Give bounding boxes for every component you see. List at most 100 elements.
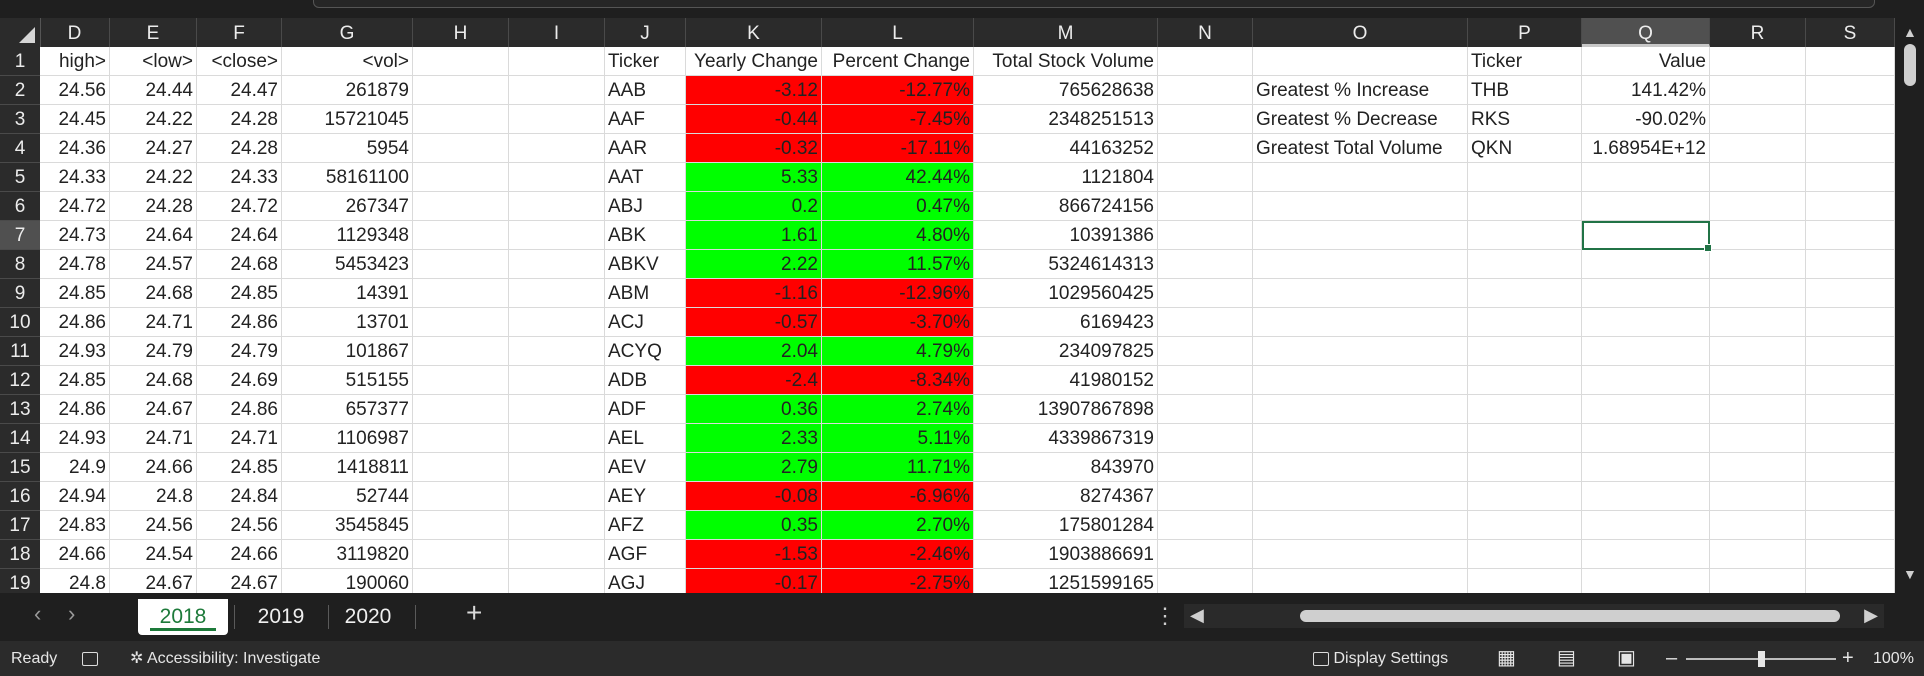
cell-g4[interactable]: 5954	[282, 134, 413, 163]
cell-p9[interactable]	[1468, 279, 1582, 308]
cell-s4[interactable]	[1806, 134, 1895, 163]
cell-i13[interactable]	[509, 395, 605, 424]
column-header-o[interactable]: O	[1253, 18, 1468, 47]
cell-l9[interactable]: -12.96%	[822, 279, 974, 308]
cell-h11[interactable]	[413, 337, 509, 366]
cell-m19[interactable]: 1251599165	[974, 569, 1158, 593]
header-cell-j[interactable]: Ticker	[605, 47, 686, 76]
cell-o10[interactable]	[1253, 308, 1468, 337]
cell-i19[interactable]	[509, 569, 605, 593]
cell-r13[interactable]	[1710, 395, 1806, 424]
cell-k18[interactable]: -1.53	[686, 540, 822, 569]
cell-s18[interactable]	[1806, 540, 1895, 569]
cell-p18[interactable]	[1468, 540, 1582, 569]
zoom-slider-thumb[interactable]	[1758, 651, 1765, 667]
summary-ticker[interactable]: QKN	[1468, 134, 1582, 163]
cell-e2[interactable]: 24.44	[110, 76, 197, 105]
cell-f11[interactable]: 24.79	[197, 337, 282, 366]
cell-m18[interactable]: 1903886691	[974, 540, 1158, 569]
cell-n9[interactable]	[1158, 279, 1253, 308]
cell-l10[interactable]: -3.70%	[822, 308, 974, 337]
horizontal-scroll-thumb[interactable]	[1300, 610, 1840, 622]
cell-e9[interactable]: 24.68	[110, 279, 197, 308]
summary-value[interactable]: -90.02%	[1582, 105, 1710, 134]
cell-n6[interactable]	[1158, 192, 1253, 221]
column-header-r[interactable]: R	[1710, 18, 1806, 47]
scroll-left-arrow-icon[interactable]: ◀	[1190, 605, 1204, 625]
cell-k4[interactable]: -0.32	[686, 134, 822, 163]
cell-f12[interactable]: 24.69	[197, 366, 282, 395]
cell-n13[interactable]	[1158, 395, 1253, 424]
header-cell-e[interactable]: <low>	[110, 47, 197, 76]
cell-r12[interactable]	[1710, 366, 1806, 395]
cell-n14[interactable]	[1158, 424, 1253, 453]
cell-n18[interactable]	[1158, 540, 1253, 569]
cell-n12[interactable]	[1158, 366, 1253, 395]
row-header-16[interactable]: 16	[0, 482, 40, 511]
cell-p5[interactable]	[1468, 163, 1582, 192]
row-header-1[interactable]: 1	[0, 47, 40, 76]
cell-o16[interactable]	[1253, 482, 1468, 511]
cell-r11[interactable]	[1710, 337, 1806, 366]
cell-j6[interactable]: ABJ	[605, 192, 686, 221]
cell-j16[interactable]: AEY	[605, 482, 686, 511]
cell-l15[interactable]: 11.71%	[822, 453, 974, 482]
cell-s1[interactable]	[1806, 47, 1895, 76]
cell-i5[interactable]	[509, 163, 605, 192]
header-cell-q[interactable]: Value	[1582, 47, 1710, 76]
cell-i1[interactable]	[509, 47, 605, 76]
cell-r7[interactable]	[1710, 221, 1806, 250]
cell-g11[interactable]: 101867	[282, 337, 413, 366]
column-header-h[interactable]: H	[413, 18, 509, 47]
cell-q19[interactable]	[1582, 569, 1710, 593]
cell-g8[interactable]: 5453423	[282, 250, 413, 279]
cell-d14[interactable]: 24.93	[40, 424, 110, 453]
cell-d17[interactable]: 24.83	[40, 511, 110, 540]
row-header-9[interactable]: 9	[0, 279, 40, 308]
cell-g10[interactable]: 13701	[282, 308, 413, 337]
cell-f14[interactable]: 24.71	[197, 424, 282, 453]
cell-l8[interactable]: 11.57%	[822, 250, 974, 279]
cell-n1[interactable]	[1158, 47, 1253, 76]
cell-j17[interactable]: AFZ	[605, 511, 686, 540]
cell-r6[interactable]	[1710, 192, 1806, 221]
cell-h9[interactable]	[413, 279, 509, 308]
summary-ticker[interactable]: RKS	[1468, 105, 1582, 134]
cell-e5[interactable]: 24.22	[110, 163, 197, 192]
summary-value[interactable]: 1.68954E+12	[1582, 134, 1710, 163]
row-header-15[interactable]: 15	[0, 453, 40, 482]
column-header-m[interactable]: M	[974, 18, 1158, 47]
scroll-up-arrow-icon[interactable]: ▲	[1903, 24, 1917, 40]
header-cell-k[interactable]: Yearly Change	[686, 47, 822, 76]
cell-h6[interactable]	[413, 192, 509, 221]
sheet-tab-2019[interactable]: 2019	[240, 599, 322, 635]
zoom-level[interactable]: 100%	[1873, 650, 1914, 667]
column-header-j[interactable]: J	[605, 18, 686, 47]
cell-l13[interactable]: 2.74%	[822, 395, 974, 424]
cell-m4[interactable]: 44163252	[974, 134, 1158, 163]
cell-p6[interactable]	[1468, 192, 1582, 221]
zoom-out-icon[interactable]: –	[1666, 647, 1678, 669]
cell-o12[interactable]	[1253, 366, 1468, 395]
cell-j19[interactable]: AGJ	[605, 569, 686, 593]
cell-s14[interactable]	[1806, 424, 1895, 453]
cell-m13[interactable]: 13907867898	[974, 395, 1158, 424]
cell-i8[interactable]	[509, 250, 605, 279]
cell-i6[interactable]	[509, 192, 605, 221]
cell-g6[interactable]: 267347	[282, 192, 413, 221]
cell-k15[interactable]: 2.79	[686, 453, 822, 482]
cell-o6[interactable]	[1253, 192, 1468, 221]
cell-r15[interactable]	[1710, 453, 1806, 482]
cell-h15[interactable]	[413, 453, 509, 482]
macro-recording-icon[interactable]	[82, 641, 98, 676]
column-header-s[interactable]: S	[1806, 18, 1895, 47]
accessibility-status[interactable]: ✲ Accessibility: Investigate	[130, 641, 320, 676]
cell-q14[interactable]	[1582, 424, 1710, 453]
cell-o15[interactable]	[1253, 453, 1468, 482]
cell-i4[interactable]	[509, 134, 605, 163]
cell-n15[interactable]	[1158, 453, 1253, 482]
cell-k6[interactable]: 0.2	[686, 192, 822, 221]
cell-q5[interactable]	[1582, 163, 1710, 192]
cell-n7[interactable]	[1158, 221, 1253, 250]
header-cell-g[interactable]: <vol>	[282, 47, 413, 76]
